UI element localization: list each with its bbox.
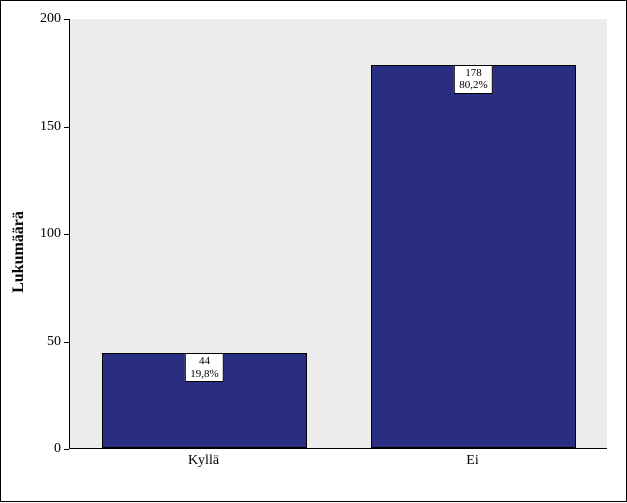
y-tick-mark [64, 19, 69, 20]
y-axis-label: Lukumäärä [10, 211, 28, 293]
y-tick-label: 50 [21, 334, 61, 350]
plot-area: 4419,8% 17880,2% [69, 19, 607, 449]
bar-count-text: 178 [459, 67, 487, 79]
y-tick-label: 200 [21, 11, 61, 27]
x-tick-label: Kyllä [188, 453, 219, 469]
y-tick-label: 0 [21, 441, 61, 457]
x-tick-label: Ei [466, 453, 478, 469]
bar: 4419,8% [102, 353, 306, 448]
bar-count-text: 44 [190, 355, 218, 367]
bar-value-label: 17880,2% [454, 65, 492, 93]
bar-value-label: 4419,8% [185, 353, 223, 381]
bar-percent-text: 80,2% [459, 79, 487, 91]
y-tick-mark [64, 234, 69, 235]
y-tick-mark [64, 127, 69, 128]
bar: 17880,2% [371, 65, 575, 448]
y-axis-label-container: Lukumäärä [9, 1, 29, 503]
y-tick-label: 100 [21, 226, 61, 242]
chart-container: Lukumäärä 4419,8% 17880,2% 0 50 100 150 200 Ky… [0, 0, 627, 502]
y-tick-mark [64, 449, 69, 450]
bar-percent-text: 19,8% [190, 368, 218, 380]
y-tick-label: 150 [21, 119, 61, 135]
y-tick-mark [64, 342, 69, 343]
